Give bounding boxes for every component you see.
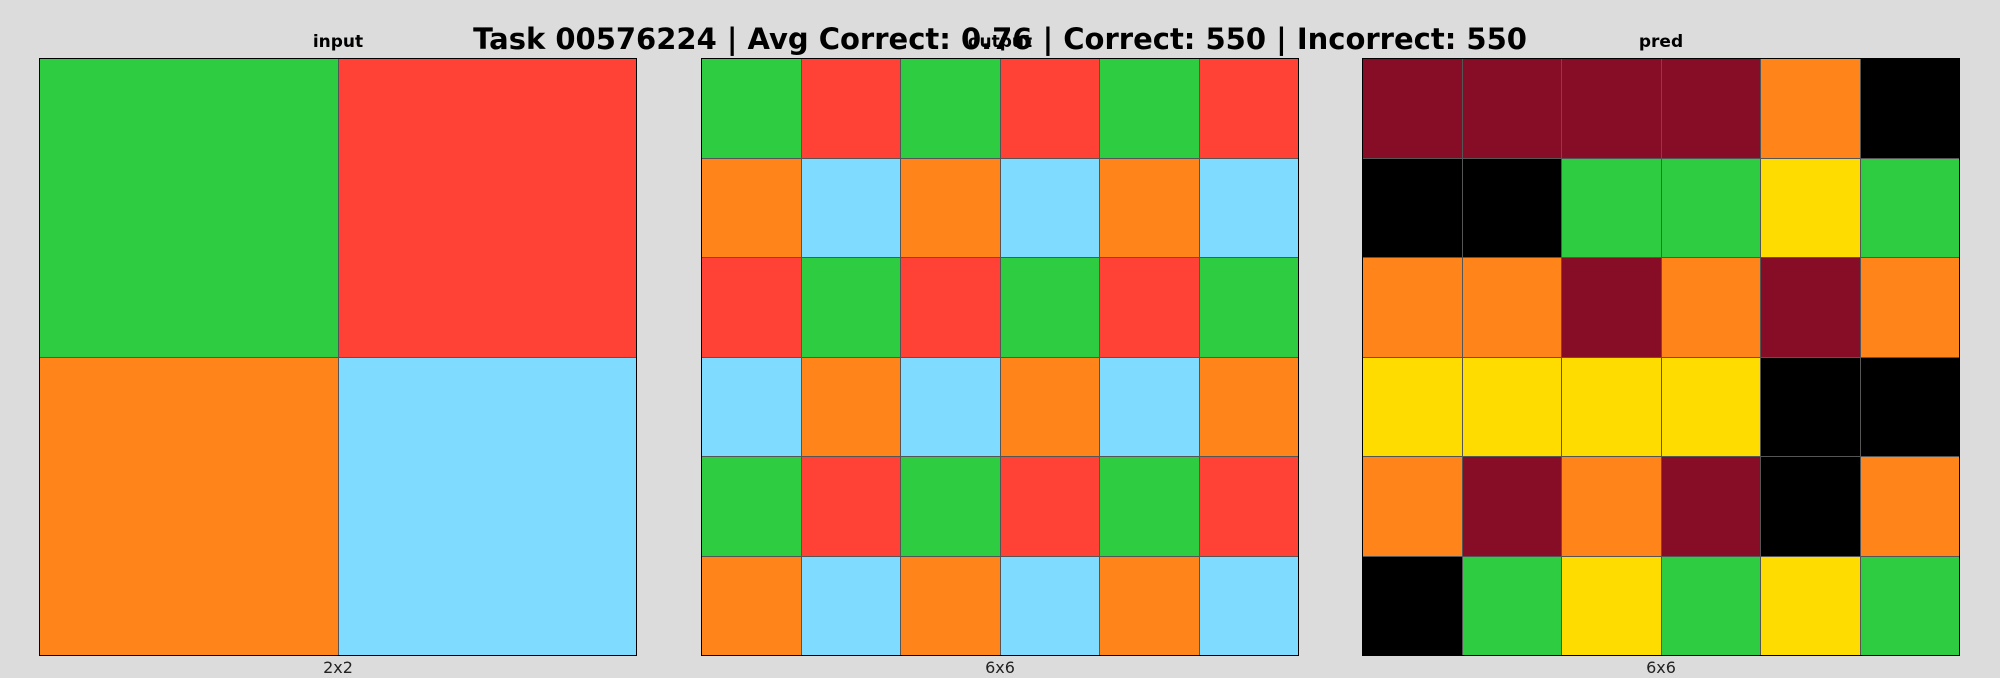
grid-cell [901, 158, 1000, 257]
grid-cell [1199, 158, 1298, 257]
input-grid [39, 58, 637, 656]
grid-cell [1860, 556, 1959, 655]
grid-cell [1661, 158, 1760, 257]
panel-title-output: output [967, 32, 1033, 52]
grid-cell [801, 258, 900, 357]
grid-cell [1199, 258, 1298, 357]
grid-cell [1860, 258, 1959, 357]
grid-cell [801, 357, 900, 456]
grid-cell [901, 357, 1000, 456]
grid-cell [338, 59, 636, 357]
grid-cell [338, 357, 636, 655]
grid-cell [1199, 556, 1298, 655]
grid-cell [1661, 258, 1760, 357]
grid-cell [801, 457, 900, 556]
grid-cell [1363, 357, 1462, 456]
grid-cell [702, 357, 801, 456]
grid-cell [1661, 59, 1760, 158]
grid-cell [1562, 556, 1661, 655]
grid-cell [1000, 258, 1099, 357]
figure-title: Task 00576224 | Avg Correct: 0.76 | Corr… [473, 22, 1527, 56]
grid-cell [1199, 357, 1298, 456]
grid-cell [1363, 457, 1462, 556]
grid-cell [1100, 59, 1199, 158]
grid-cell [1562, 457, 1661, 556]
grid-cell [801, 556, 900, 655]
grid-cell [1761, 258, 1860, 357]
panel-title-input: input [312, 32, 364, 52]
panel-size-pred: 6x6 [1646, 658, 1676, 677]
grid-cell [1860, 357, 1959, 456]
grid-cell [702, 59, 801, 158]
grid-cell [1000, 357, 1099, 456]
grid-cell [1761, 158, 1860, 257]
grid-cell [1100, 556, 1199, 655]
grid-cell [702, 158, 801, 257]
grid-cell [40, 59, 338, 357]
grid-cell [1761, 556, 1860, 655]
grid-cell [1000, 457, 1099, 556]
grid-cell [1761, 457, 1860, 556]
grid-cell [901, 258, 1000, 357]
grid-cell [1562, 357, 1661, 456]
grid-cell [1100, 357, 1199, 456]
grid-cell [1661, 556, 1760, 655]
grid-cell [1363, 158, 1462, 257]
panel-title-pred: pred [1638, 32, 1684, 52]
grid-cell [702, 258, 801, 357]
grid-cell [801, 59, 900, 158]
grid-cell [1860, 158, 1959, 257]
grid-cell [1000, 59, 1099, 158]
grid-cell [901, 556, 1000, 655]
grid-cell [1100, 258, 1199, 357]
grid-cell [1100, 158, 1199, 257]
grid-cell [1761, 59, 1860, 158]
panel-size-input: 2x2 [323, 658, 353, 677]
grid-cell [702, 556, 801, 655]
grid-cell [901, 59, 1000, 158]
grid-cell [801, 158, 900, 257]
grid-cell [1860, 59, 1959, 158]
grid-cell [702, 457, 801, 556]
grid-cell [1000, 158, 1099, 257]
grid-cell [1199, 59, 1298, 158]
grid-cell [1462, 158, 1561, 257]
grid-cell [1199, 457, 1298, 556]
grid-cell [1100, 457, 1199, 556]
output-grid [701, 58, 1299, 656]
grid-cell [1860, 457, 1959, 556]
grid-cell [1462, 357, 1561, 456]
panel-size-output: 6x6 [985, 658, 1015, 677]
grid-cell [1363, 59, 1462, 158]
grid-cell [1562, 258, 1661, 357]
grid-cell [1462, 556, 1561, 655]
grid-cell [40, 357, 338, 655]
grid-cell [901, 457, 1000, 556]
grid-cell [1462, 59, 1561, 158]
grid-cell [1562, 158, 1661, 257]
pred-grid [1362, 58, 1960, 656]
grid-cell [1761, 357, 1860, 456]
grid-cell [1661, 357, 1760, 456]
grid-cell [1363, 258, 1462, 357]
grid-cell [1462, 457, 1561, 556]
grid-cell [1562, 59, 1661, 158]
grid-cell [1462, 258, 1561, 357]
grid-cell [1363, 556, 1462, 655]
grid-cell [1000, 556, 1099, 655]
grid-cell [1661, 457, 1760, 556]
